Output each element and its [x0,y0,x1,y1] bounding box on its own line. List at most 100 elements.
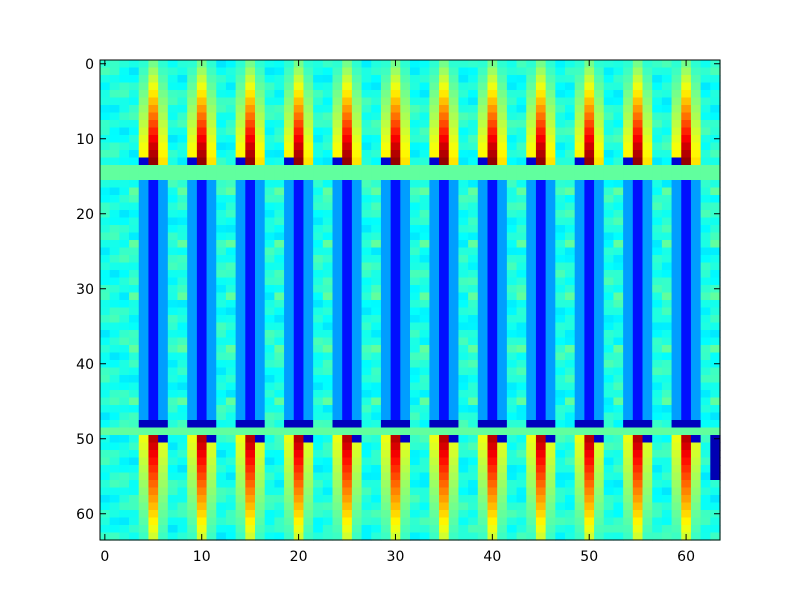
heatmap-cell [196,337,208,346]
heatmap-cell [158,382,169,391]
heatmap-cell [293,322,305,331]
heatmap-cell [371,82,382,91]
heatmap-cell [661,172,673,181]
heatmap-cell [351,480,363,489]
heatmap-cell [342,60,353,69]
heatmap-cell [419,315,430,324]
heatmap-cell [526,450,537,459]
heatmap-cell [332,150,343,159]
heatmap-cell [177,442,188,451]
heatmap-cell [574,367,585,376]
heatmap-cell [313,465,324,474]
heatmap-cell [603,247,615,256]
heatmap-cell [138,270,150,279]
heatmap-cell [293,367,305,376]
heatmap-cell [419,232,430,241]
heatmap-cell [419,442,430,451]
heatmap-cell [138,285,150,294]
heatmap-cell [690,465,702,474]
heatmap-cell [565,217,576,226]
heatmap-cell [109,450,120,459]
heatmap-cell [690,240,702,249]
heatmap-cell [439,307,450,316]
heatmap-cell [255,510,266,519]
heatmap-cell [167,405,179,414]
heatmap-cell [400,375,411,384]
heatmap-cell [681,105,692,114]
heatmap-cell [206,135,217,144]
heatmap-cell [332,105,343,114]
heatmap-cell [264,105,275,114]
heatmap-cell [129,390,140,399]
heatmap-cell [129,112,140,121]
heatmap-cell [661,517,673,526]
heatmap-cell [255,375,266,384]
heatmap-cell [468,397,479,406]
heatmap-cell [119,232,130,241]
heatmap-cell [322,292,334,301]
heatmap-cell [245,337,256,346]
heatmap-cell [681,457,692,466]
heatmap-cell [661,262,673,271]
heatmap-cell [545,435,556,444]
heatmap-cell [371,517,382,526]
heatmap-cell [516,427,527,436]
heatmap-cell [690,187,702,196]
heatmap-cell [390,67,401,76]
heatmap-cell [148,382,159,391]
heatmap-cell [429,240,440,249]
heatmap-cell [158,390,169,399]
heatmap-cell [410,255,421,264]
heatmap-cell [264,270,275,279]
heatmap-cell [303,187,314,196]
heatmap-cell [429,322,440,331]
heatmap-cell [342,502,353,511]
heatmap-cell [565,480,576,489]
heatmap-cell [429,120,440,129]
heatmap-cell [158,322,169,331]
heatmap-cell [400,442,411,451]
heatmap-cell [158,135,169,144]
heatmap-cell [245,450,256,459]
heatmap-cell [574,217,585,226]
heatmap-cell [468,330,479,339]
heatmap-cell [603,510,615,519]
heatmap-cell [584,315,595,324]
heatmap-cell [255,97,266,106]
heatmap-cell [264,420,275,429]
heatmap-cell [361,112,372,121]
heatmap-cell [274,525,285,534]
heatmap-cell [439,322,450,331]
heatmap-cell [681,217,692,226]
heatmap-cell [429,90,440,99]
heatmap-cell [361,367,372,376]
heatmap-cell [255,150,266,159]
heatmap-cell [390,97,401,106]
heatmap-cell [710,487,721,496]
heatmap-cell [225,412,237,421]
heatmap-cell [458,480,469,489]
heatmap-cell [293,172,305,181]
heatmap-cell [303,270,314,279]
heatmap-cell [594,525,605,534]
heatmap-cell [439,510,450,519]
heatmap-cell [177,427,188,436]
heatmap-cell [245,300,256,309]
heatmap-cell [148,240,159,249]
heatmap-cell [584,292,595,301]
heatmap-cell [342,495,353,504]
heatmap-cell [574,142,585,151]
heatmap-cell [497,300,508,309]
heatmap-cell [264,307,275,316]
heatmap-cell [177,375,188,384]
heatmap-cell [177,262,188,271]
heatmap-cell [264,352,275,361]
heatmap-cell [690,510,702,519]
heatmap-cell [177,435,188,444]
heatmap-cell [177,217,188,226]
heatmap-cell [642,157,653,166]
heatmap-cell [293,255,305,264]
heatmap-cell [380,202,392,211]
heatmap-cell [216,315,227,324]
heatmap-cell [652,247,663,256]
